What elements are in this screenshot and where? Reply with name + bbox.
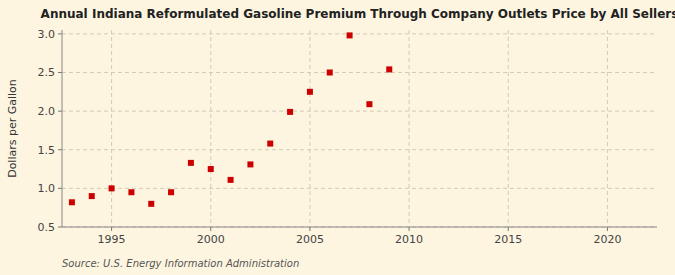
- grid-line: [62, 227, 657, 228]
- tick-mark: [210, 227, 211, 231]
- point: [347, 32, 353, 38]
- tick-mark: [58, 72, 62, 73]
- tick-label: 1995: [98, 233, 126, 246]
- point: [188, 160, 194, 166]
- grid-line: [62, 72, 657, 73]
- grid-line: [309, 30, 310, 227]
- tick-mark: [58, 227, 62, 228]
- tick-label: 2.5: [38, 66, 56, 79]
- tick-mark: [409, 227, 410, 231]
- source: Source: U.S. Energy Information Administ…: [62, 258, 299, 269]
- point: [128, 189, 134, 195]
- tick-label: 2015: [494, 233, 522, 246]
- x-axis-line: [62, 227, 657, 228]
- grid-line: [62, 33, 657, 34]
- point: [228, 177, 234, 183]
- grid-line: [62, 188, 657, 189]
- tick-mark: [607, 227, 608, 231]
- point: [69, 199, 75, 205]
- tick-mark: [58, 188, 62, 189]
- grid-line: [210, 30, 211, 227]
- axes: 0.5 1.0 1.5 2.0 2.5 3.0 1995 2000 2005 2010 2015 20…: [38, 28, 658, 246]
- grid-line: [508, 30, 509, 227]
- tick-mark: [309, 227, 310, 231]
- point: [287, 109, 293, 115]
- background: [0, 0, 675, 275]
- y-axis-line: [62, 30, 63, 227]
- y-axis-label: Dollars per Gallon: [6, 79, 19, 178]
- grid: [62, 30, 657, 227]
- tick-mark: [58, 33, 62, 34]
- tick-label: 2005: [296, 233, 324, 246]
- grid-line: [111, 30, 112, 227]
- tick-label: 1.0: [38, 182, 56, 195]
- tick-label: 2000: [197, 233, 225, 246]
- point: [168, 189, 174, 195]
- point: [208, 166, 214, 172]
- tick-mark: [58, 149, 62, 150]
- chart: Annual Indiana Reformulated Gasoline Pre…: [0, 0, 675, 275]
- tick-label: 3.0: [38, 28, 56, 41]
- tick-label: 2020: [593, 233, 621, 246]
- grid-line: [62, 149, 657, 150]
- tick-mark: [111, 227, 112, 231]
- tick-mark: [508, 227, 509, 231]
- title: Annual Indiana Reformulated Gasoline Pre…: [41, 7, 675, 21]
- tick-mark: [58, 111, 62, 112]
- tick-label: 2.0: [38, 105, 56, 118]
- point: [89, 193, 95, 199]
- grid-line: [607, 30, 608, 227]
- grid-line: [409, 30, 410, 227]
- point: [267, 141, 273, 147]
- tick-label: 0.5: [38, 221, 56, 234]
- point: [366, 101, 372, 107]
- point: [109, 185, 115, 191]
- point: [307, 89, 313, 95]
- point: [327, 69, 333, 75]
- point: [386, 66, 392, 72]
- point: [148, 201, 154, 207]
- tick-label: 2010: [395, 233, 423, 246]
- point: [247, 161, 253, 167]
- tick-label: 1.5: [38, 144, 56, 157]
- grid-line: [62, 111, 657, 112]
- points: [69, 32, 392, 206]
